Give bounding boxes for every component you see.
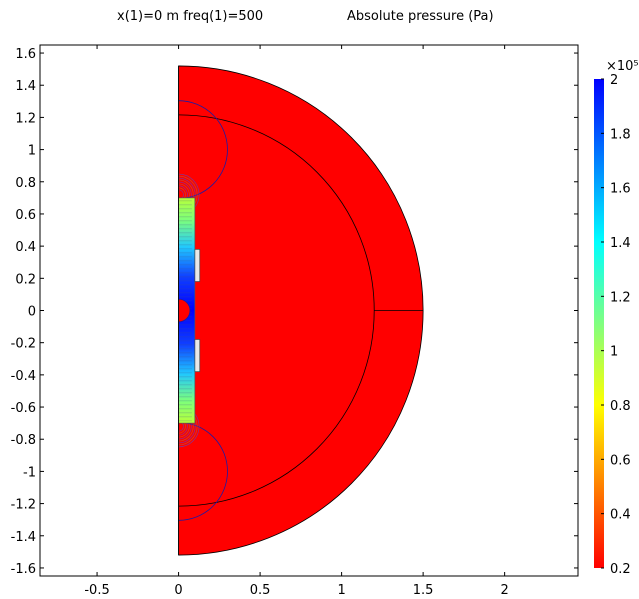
y-tick-label: 1 [28,144,36,159]
y-tick-label: -0.4 [11,369,36,384]
y-tick-label: -1 [23,465,36,480]
y-tick-label: -0.6 [11,401,36,416]
outer-domain [178,65,424,556]
y-tick-label: 0 [28,305,36,320]
y-axis: 1.6 1.4 1.2 1 0.8 0.6 0.4 0.2 0 -0.2 -0.4 -0.6 -0.8 -… [11,47,578,577]
y-tick-label: 1.4 [15,79,36,94]
y-tick-label: 1.2 [15,111,36,126]
y-tick-label: 0.6 [15,208,36,223]
x-tick-label: 1.5 [413,583,434,598]
plot-title: Absolute pressure (Pa) [347,9,494,24]
y-tick-label: -1.6 [11,562,36,577]
y-tick-label: 0.8 [15,176,36,191]
colorbar-tick-label: 0.6 [610,453,631,468]
colorbar-tick-label: 1.8 [610,127,631,142]
y-tick-label: 0.2 [15,272,36,287]
inner-boundary [178,114,375,507]
electrode [194,249,201,282]
y-tick-label: -1.2 [11,498,36,513]
y-tick-label: -0.2 [11,337,36,352]
x-tick-label: 1 [337,583,345,598]
contour-arc [178,100,228,199]
colorbar-tick-label: 1.6 [610,182,631,197]
colorbar-tick-label: 0.8 [610,399,631,414]
colorbar-ticks: 2 1.8 1.6 1.4 1.2 1 0.8 0.6 0.4 0.2 [601,73,631,577]
electrode [194,339,201,372]
colorbar-tick-label: 1.4 [610,236,631,251]
colorbar [594,79,604,568]
y-tick-label: -0.8 [11,433,36,448]
center-core [178,298,191,323]
colorbar-tick-label: 0.4 [610,508,631,523]
colorbar-tick-label: 2 [610,73,618,88]
plot-subtitle: x(1)=0 m freq(1)=500 [117,9,264,24]
contour-arc [178,422,228,521]
x-axis: -0.5 0 0.5 1 1.5 2 [84,45,509,598]
colorbar-tick-label: 0.2 [610,562,631,577]
x-tick-label: -0.5 [84,583,109,598]
x-tick-label: 0 [174,583,182,598]
x-tick-label: 0.5 [250,583,271,598]
x-tick-label: 2 [500,583,508,598]
y-tick-label: -1.4 [11,530,36,545]
y-tick-label: 1.6 [15,47,36,62]
colorbar-multiplier: ×10⁵ [606,59,639,74]
y-tick-label: 0.4 [15,240,36,255]
colorbar-tick-label: 1.2 [610,290,631,305]
colorbar-tick-label: 1 [610,345,618,360]
